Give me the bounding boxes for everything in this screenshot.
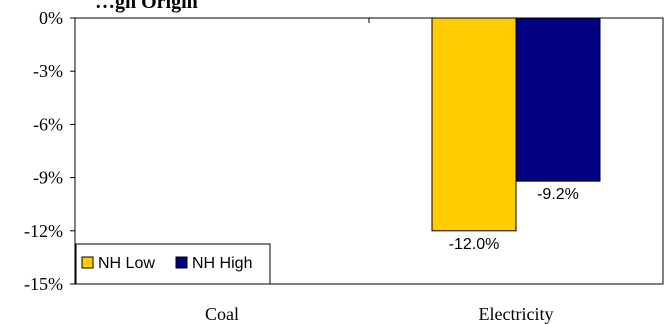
legend-label-nh-high: NH High: [192, 255, 252, 272]
bars: [431, 17, 601, 232]
data-label: -9.2%: [537, 186, 579, 203]
data-labels: -12.0% -9.2%: [449, 186, 579, 253]
legend-label-nh-low: NH Low: [98, 255, 155, 272]
x-axis: Coal Electricity: [205, 18, 553, 324]
x-tick-label: Coal: [205, 304, 239, 324]
bar: [431, 17, 517, 232]
legend-swatch-nh-low: [81, 256, 94, 269]
chart-title: …gn Origin: [95, 0, 198, 13]
y-tick-label: -6%: [33, 114, 63, 134]
legend-swatch-nh-high: [175, 256, 188, 269]
y-axis: 0% -3% -6% -9% -12% -15%: [24, 8, 75, 294]
y-tick-label: -12%: [24, 221, 63, 241]
y-tick-label: -3%: [33, 61, 63, 81]
data-label: -12.0%: [449, 236, 500, 253]
y-tick-label: -9%: [33, 168, 63, 188]
y-tick-label: -15%: [24, 274, 63, 294]
x-tick-label: Electricity: [479, 304, 554, 324]
legend-box: [75, 243, 271, 285]
legend: NH Low NH High: [75, 243, 271, 285]
y-tick-label: 0%: [39, 8, 63, 28]
bar: [515, 17, 601, 182]
